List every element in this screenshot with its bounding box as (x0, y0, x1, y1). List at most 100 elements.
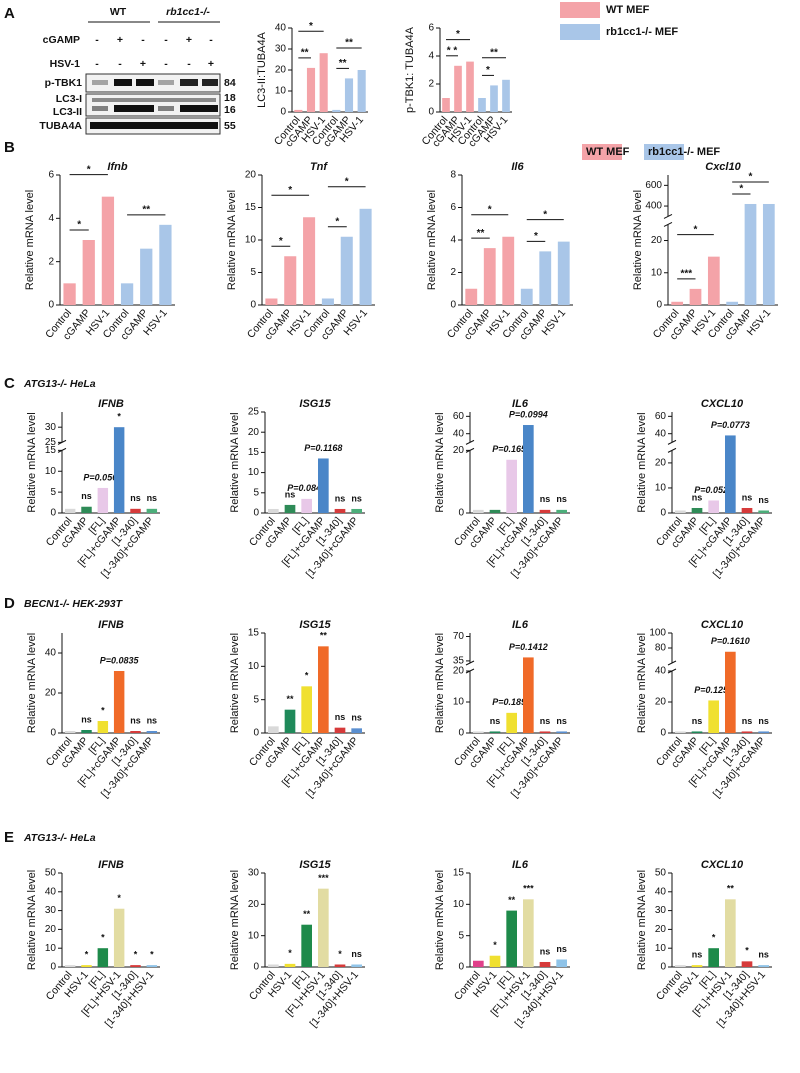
bar (473, 509, 484, 513)
y-tick-label: 10 (655, 943, 667, 954)
significance-label: ns (490, 716, 501, 726)
chart-title: IL6 (512, 859, 529, 871)
y-tick-label: 15 (248, 447, 260, 458)
comparison-label: ** (490, 47, 498, 58)
significance-label: P=0.1412 (509, 642, 548, 652)
y-axis-label: Relative mRNA level (229, 633, 241, 733)
bar (523, 657, 534, 733)
bar (284, 709, 296, 733)
bar (520, 288, 533, 305)
y-tick-label: 20 (655, 458, 667, 469)
y-tick-label: 2 (48, 256, 54, 267)
y-axis-label: Relative mRNA level (636, 633, 648, 733)
comparison-label: * (279, 236, 283, 247)
chart-title: CXCL10 (701, 398, 744, 410)
significance-label: P=0.1610 (711, 636, 750, 646)
significance-label: ns (351, 949, 362, 959)
bar (303, 217, 316, 305)
y-axis-label: Relative mRNA level (26, 412, 38, 512)
y-tick-label: 20 (453, 445, 465, 456)
y-tick-label: 15 (453, 868, 465, 879)
comparison-label: ** (142, 204, 150, 215)
band (136, 79, 154, 86)
y-tick-label: 0 (253, 962, 259, 973)
y-tick-label: 40 (453, 428, 465, 439)
y-tick-label: 50 (655, 868, 667, 879)
y-tick-label: 25 (45, 437, 57, 448)
bar (351, 508, 362, 513)
bar (64, 965, 76, 967)
mw-marker: 18 (224, 92, 236, 104)
comparison-label: ** (345, 38, 353, 49)
significance-label: P=0.0994 (509, 409, 548, 419)
bar (708, 700, 719, 733)
significance-label: ** (508, 895, 516, 905)
y-tick-label: 30 (45, 905, 57, 916)
panel-label: A (4, 5, 15, 22)
y-tick-label: 10 (248, 661, 260, 672)
comparison-label: * (486, 65, 490, 76)
blot-sign: - (95, 34, 99, 46)
y-tick-label: 0 (280, 107, 286, 118)
bar (725, 899, 736, 967)
bar (725, 651, 736, 733)
significance-label: * (117, 412, 121, 422)
y-axis-label: Relative mRNA level (434, 633, 446, 733)
y-tick-label: 0 (48, 300, 54, 311)
bar (301, 498, 312, 513)
significance-label: ** (286, 694, 294, 704)
significance-label: ns (692, 949, 703, 959)
bar (319, 53, 328, 112)
y-tick-label: 15 (245, 202, 257, 213)
y-tick-label: 20 (245, 170, 257, 181)
y-tick-label: 0 (660, 728, 666, 739)
bar (81, 730, 92, 733)
y-tick-label: 5 (253, 487, 259, 498)
treatment-label: cGAMP (43, 34, 80, 46)
chart-title: Cxcl10 (705, 161, 741, 173)
blot-sign: - (164, 58, 168, 70)
axis-break (667, 447, 677, 453)
bar (113, 671, 125, 733)
legend-label: WT MEF (586, 146, 630, 158)
blot-sign: - (95, 58, 99, 70)
band (92, 80, 108, 85)
significance-label: * (745, 946, 749, 956)
y-tick-label: 5 (458, 930, 464, 941)
axis-break (663, 213, 673, 219)
blot-sign: - (118, 58, 122, 70)
comparison-label: * (488, 204, 492, 215)
y-tick-label: 10 (245, 235, 257, 246)
bar (502, 79, 510, 112)
significance-label: * (150, 949, 154, 959)
bar (758, 510, 769, 513)
y-tick-label: 60 (453, 411, 465, 422)
significance-label: ns (540, 716, 551, 726)
y-axis-label: Relative mRNA level (26, 633, 38, 733)
bar (159, 224, 172, 305)
y-tick-label: 6 (450, 202, 456, 213)
significance-label: ns (692, 716, 703, 726)
panel-label: B (4, 139, 15, 156)
bar (334, 964, 346, 967)
y-tick-label: 0 (50, 508, 56, 519)
band-label: p-TBK1 (45, 77, 82, 89)
y-tick-label: 20 (45, 688, 57, 699)
y-tick-label: 10 (275, 86, 287, 97)
legend-label: rb1cc1-/- MEF (606, 26, 678, 38)
bar (101, 196, 115, 305)
comparison-label: * (87, 164, 91, 175)
y-tick-label: 6 (48, 170, 54, 181)
bar (523, 425, 534, 513)
bar (321, 298, 334, 305)
y-tick-label: 0 (660, 508, 666, 519)
axis-break (667, 439, 677, 445)
legend-swatch (560, 24, 600, 40)
y-tick-label: 40 (655, 666, 667, 677)
